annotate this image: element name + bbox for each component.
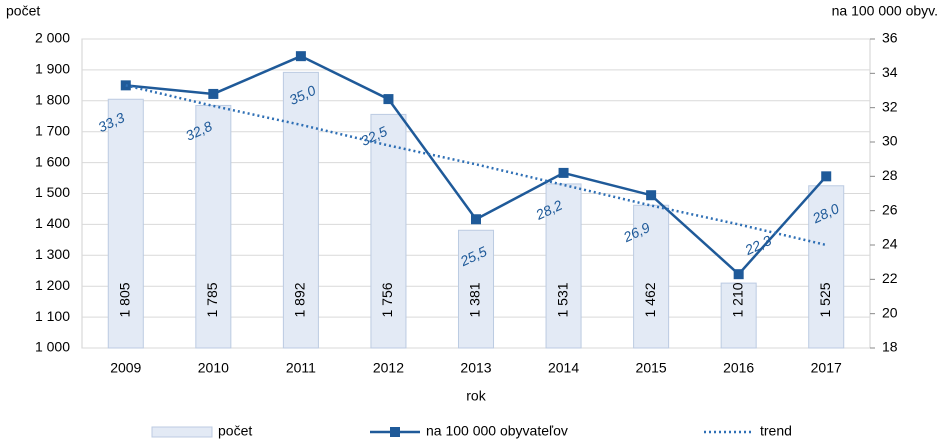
y2-tick-label: 32 xyxy=(882,98,898,114)
x-tick-label: 2010 xyxy=(198,360,229,376)
y-tick-label: 1 800 xyxy=(35,92,70,108)
line-marker xyxy=(733,269,744,280)
x-tick-label: 2014 xyxy=(548,360,579,376)
line-marker xyxy=(120,80,131,91)
x-tick-label: 2015 xyxy=(636,360,667,376)
bar-value-label: 1 525 xyxy=(817,282,833,317)
line-marker xyxy=(558,167,569,178)
x-tick-label: 2011 xyxy=(286,360,316,376)
line-marker xyxy=(208,88,219,99)
bar-value-label: 1 210 xyxy=(729,282,745,317)
y-tick-label: 1 700 xyxy=(35,122,70,138)
legend-label: počet xyxy=(218,423,252,439)
line-marker xyxy=(295,51,306,62)
bar-value-label: 1 462 xyxy=(642,282,658,317)
y-axis-label: počet xyxy=(6,3,40,19)
y-tick-label: 1 400 xyxy=(35,215,70,231)
x-axis-label: rok xyxy=(466,388,486,404)
x-tick-label: 2013 xyxy=(460,360,491,376)
legend-marker xyxy=(390,427,400,437)
x-tick-label: 2016 xyxy=(723,360,754,376)
bar xyxy=(195,104,232,349)
bar xyxy=(107,98,144,349)
y-tick-label: 1 600 xyxy=(35,153,70,169)
bar xyxy=(457,229,495,349)
legend-swatch xyxy=(151,426,213,438)
y2-tick-label: 26 xyxy=(882,201,898,217)
y-tick-label: 1 300 xyxy=(35,246,70,262)
bar xyxy=(282,71,319,349)
y2-tick-label: 28 xyxy=(882,167,898,183)
line-marker xyxy=(471,214,481,225)
y-tick-label: 1 500 xyxy=(35,184,70,200)
y2-tick-label: 30 xyxy=(882,133,898,149)
bar xyxy=(545,183,582,349)
legend-label: na 100 000 obyvateľov xyxy=(426,423,568,439)
y-tick-label: 1 900 xyxy=(35,61,70,77)
x-tick-label: 2012 xyxy=(373,360,404,376)
y-tick-label: 2 000 xyxy=(35,30,70,46)
bar-value-label: 1 756 xyxy=(379,282,395,317)
bar-value-label: 1 531 xyxy=(554,282,570,317)
line-marker xyxy=(383,94,394,105)
bar xyxy=(808,185,845,349)
y-tick-label: 1 000 xyxy=(35,339,70,355)
line-marker xyxy=(646,190,657,201)
bar xyxy=(720,282,757,349)
y2-tick-label: 18 xyxy=(882,339,898,355)
line-marker xyxy=(821,171,832,182)
y-tick-label: 1 200 xyxy=(35,277,70,293)
y-tick-label: 1 100 xyxy=(35,308,70,324)
y2-tick-label: 36 xyxy=(882,30,898,46)
x-tick-label: 2009 xyxy=(110,360,141,376)
bar-value-label: 1 805 xyxy=(116,282,132,317)
y2-tick-label: 24 xyxy=(882,236,898,252)
legend-label: trend xyxy=(760,423,792,439)
x-tick-label: 2017 xyxy=(811,360,842,376)
y2-tick-label: 20 xyxy=(882,304,898,320)
bar-value-label: 1 381 xyxy=(467,282,483,317)
y2-tick-label: 34 xyxy=(882,64,898,80)
bar-value-label: 1 892 xyxy=(292,282,308,317)
bar xyxy=(370,113,407,349)
bar-value-label: 1 785 xyxy=(204,282,220,317)
bar xyxy=(633,204,670,349)
y2-tick-label: 22 xyxy=(882,270,898,286)
y2-axis-label: na 100 000 obyv. xyxy=(832,3,938,19)
